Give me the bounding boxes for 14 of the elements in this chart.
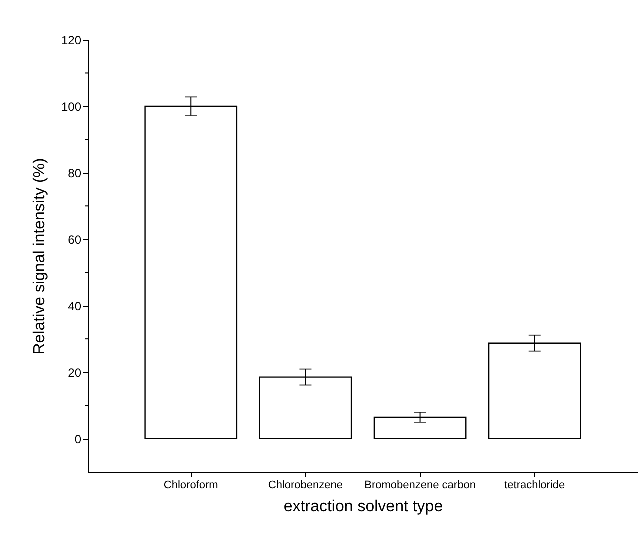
bar (374, 416, 467, 440)
y-tick-label: 60 (68, 232, 82, 247)
y-tick-label: 80 (68, 166, 82, 180)
x-axis-title: extraction solvent type (284, 498, 444, 516)
y-tick-label: 120 (61, 34, 82, 48)
y-tick-label: 40 (68, 299, 82, 314)
y-tick-label: 0 (74, 432, 82, 446)
y-tick-label: 100 (61, 100, 82, 114)
y-axis-title: Relative signal intensity (%) (31, 158, 48, 355)
x-tick-label: Chloroform (164, 480, 218, 492)
x-tick-label: Chlorobenzene (268, 480, 344, 492)
y-tick-label: 20 (68, 366, 82, 380)
x-tick-label: tetrachloride (504, 480, 566, 492)
x-tick-label: Bromobenzene carbon (364, 480, 476, 492)
